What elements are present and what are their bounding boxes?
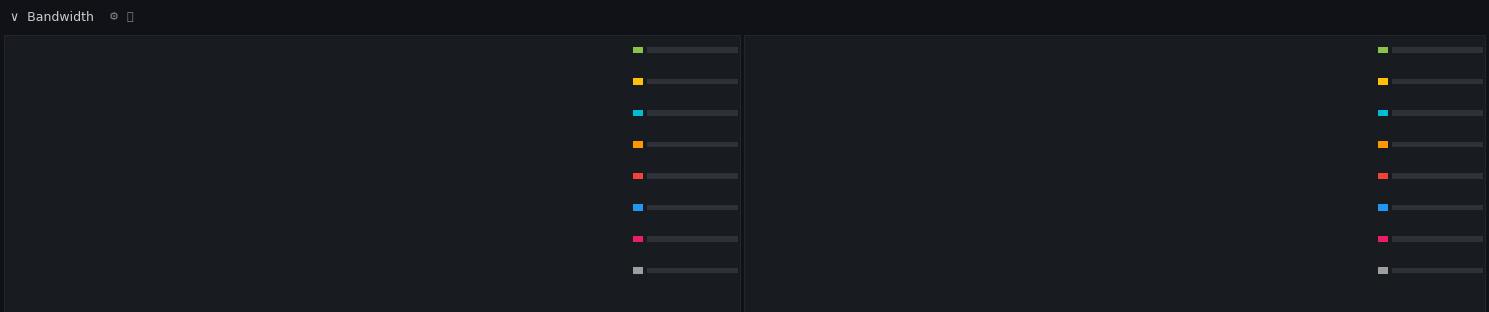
Text: 🗑: 🗑 [127, 12, 133, 22]
Text: Transmit Bandwidth: Transmit Bandwidth [810, 48, 928, 61]
Text: Receive Bandwidth: Receive Bandwidth [66, 48, 179, 61]
Text: ∨  Bandwidth: ∨ Bandwidth [10, 11, 94, 24]
Text: ⚙: ⚙ [109, 12, 119, 22]
